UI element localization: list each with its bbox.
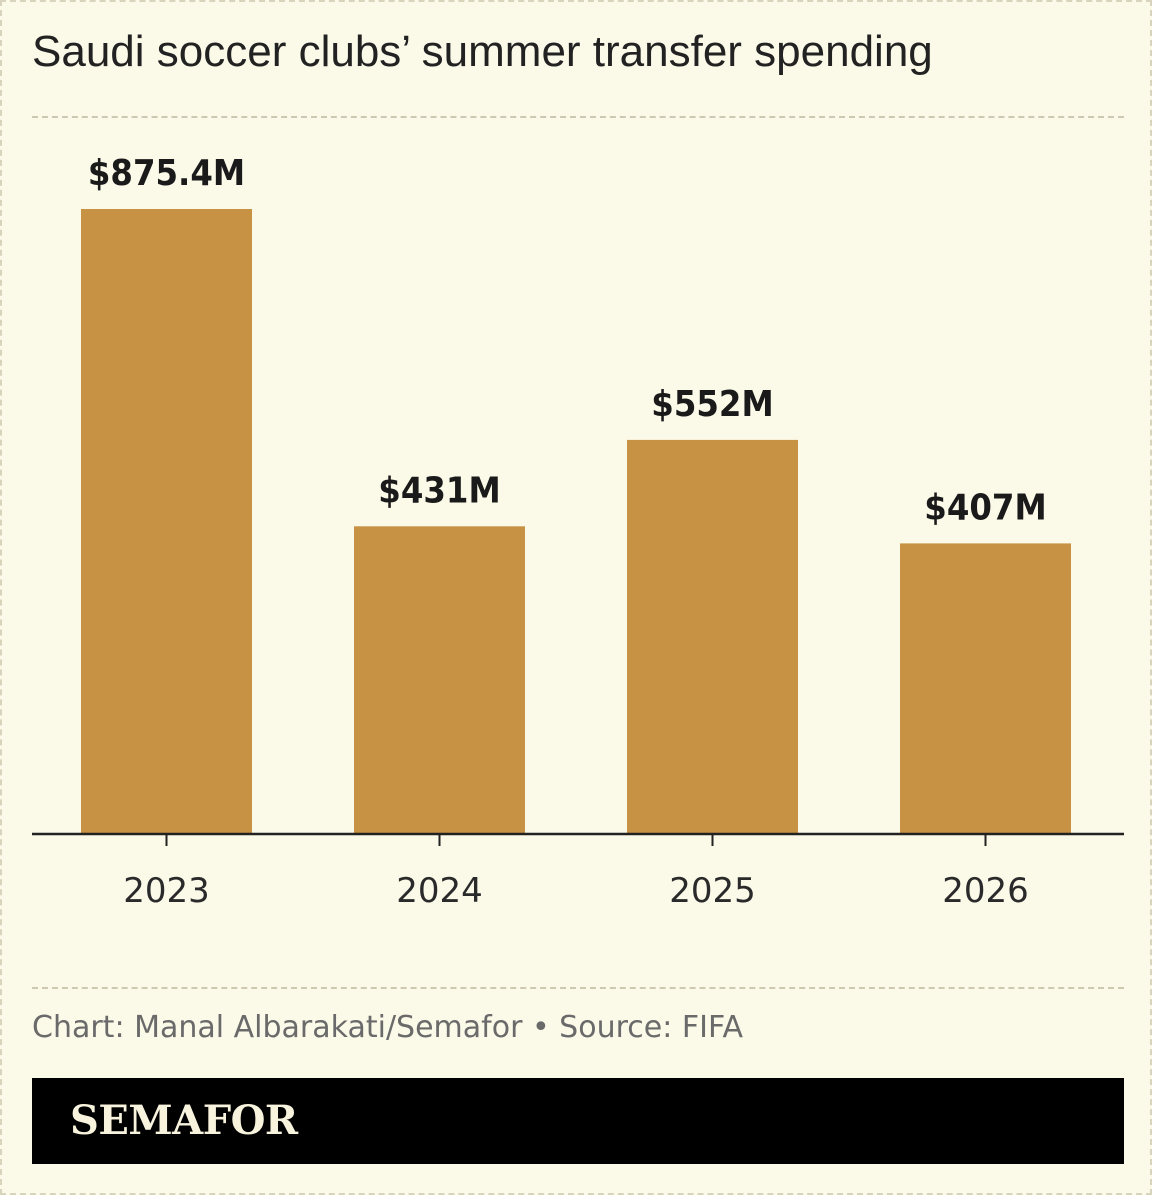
data-label-2024: $431M — [378, 470, 500, 511]
bar-chart: $875.4M 2023 $431M 2024 $552M 2025 $407M 2026 — [32, 153, 1124, 911]
bar-2025 — [627, 439, 798, 834]
bar-2026 — [900, 543, 1071, 834]
data-label-2025: $552M — [651, 384, 773, 425]
chart-title: Saudi soccer clubs’ summer transfer spen… — [32, 27, 933, 76]
x-tick-label-2024: 2024 — [396, 871, 483, 911]
brand-bar: SEMAFOR — [32, 1078, 1124, 1164]
x-tick-label-2026: 2026 — [942, 871, 1029, 911]
bottom-divider — [32, 987, 1124, 989]
x-tick-label-2025: 2025 — [669, 871, 756, 911]
bar-2024 — [354, 526, 525, 834]
bar-2023 — [81, 209, 252, 834]
top-divider — [32, 116, 1124, 118]
x-tick-label-2023: 2023 — [123, 871, 210, 911]
chart-credit: Chart: Manal Albarakati/Semafor • Source… — [32, 1010, 743, 1045]
semafor-logo: SEMAFOR — [70, 1097, 298, 1144]
data-label-2026: $407M — [924, 487, 1046, 528]
data-label-2023: $875.4M — [88, 153, 245, 194]
